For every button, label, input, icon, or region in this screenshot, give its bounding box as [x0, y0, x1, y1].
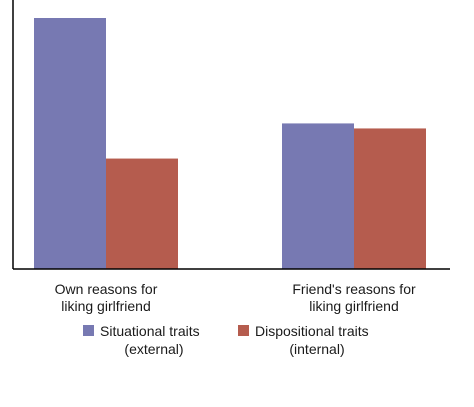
legend-label-line: Situational traits	[100, 323, 200, 339]
category-label-2: Friend's reasons for liking girlfriend	[292, 281, 416, 314]
legend-swatch-situational	[83, 325, 94, 336]
legend-label-line: (external)	[124, 341, 183, 357]
category-labels: Own reasons for liking girlfriendFriend's…	[55, 281, 416, 314]
legend-label-line: Dispositional traits	[255, 323, 369, 339]
legend: Situational traits (external) Dispositiona…	[83, 323, 369, 357]
category-label-line: liking girlfriend	[309, 298, 398, 314]
legend-label-situational: Situational traits (external)	[100, 323, 200, 357]
category-label-line: Own reasons for	[55, 281, 158, 297]
bar-dispositional-1	[106, 158, 178, 269]
legend-swatch-dispositional	[238, 325, 249, 336]
axes-layer	[12, 0, 450, 270]
category-label-1: Own reasons for liking girlfriend	[55, 281, 158, 314]
legend-label-line: (internal)	[289, 341, 344, 357]
bar-dispositional-2	[354, 128, 426, 269]
bar-situational-1	[34, 18, 106, 269]
category-label-line: Friend's reasons for	[292, 281, 416, 297]
bars-layer	[34, 18, 426, 269]
legend-label-dispositional: Dispositional traits (internal)	[255, 323, 369, 357]
category-label-line: liking girlfriend	[61, 298, 150, 314]
bar-situational-2	[282, 123, 354, 269]
